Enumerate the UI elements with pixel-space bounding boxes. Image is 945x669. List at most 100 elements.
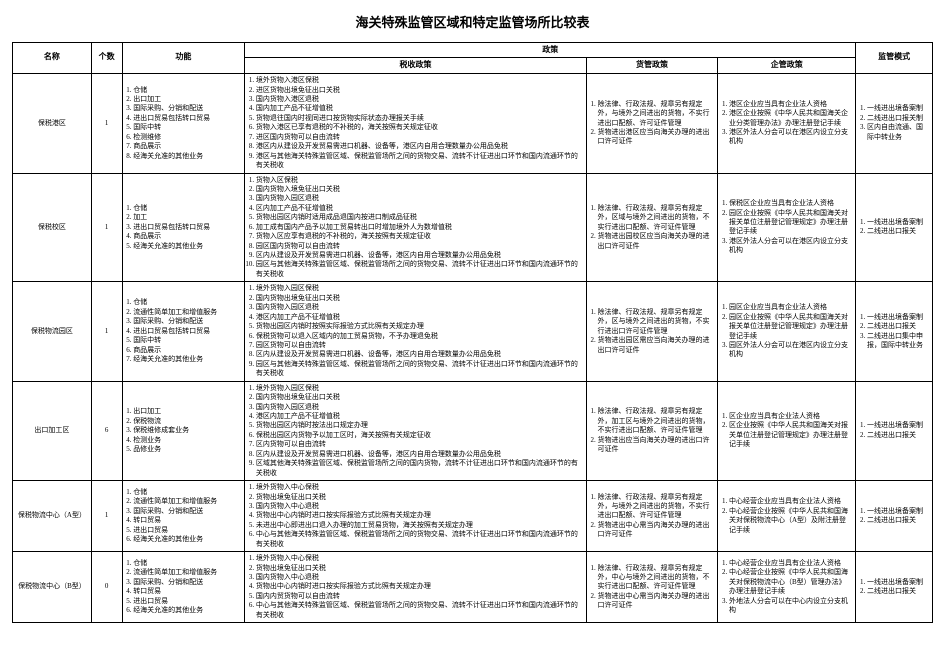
list-item: 港区内加工产品不征增值税 — [256, 313, 583, 322]
table-row: 保税物流中心（A型）1仓储流通性简单加工和增值服务国际采购、分销和配送转口贸易进… — [13, 481, 933, 552]
list-item: 进出口贸易包括转口贸易 — [133, 114, 241, 123]
list-item: 境外货物入港区保税 — [256, 76, 583, 85]
list-item: 港区企业按照《中华人民共和国海关企业分类管理办法》办理注册登记手续 — [729, 109, 852, 128]
list-item: 国内货物出境免征出口关税 — [256, 393, 583, 402]
table-cell: 保税物流园区 — [13, 282, 92, 381]
list-item: 仓储 — [133, 559, 241, 568]
cargo-list: 除法律、行政法规、规章另有规定外，与境外之间进出的货物，不实行进出口配额、许可证… — [590, 493, 714, 540]
list-item: 中心经营企业应当具有企业法人资格 — [729, 497, 852, 506]
list-item: 中心与其他海关特殊监管区域、保税监管场所之间的货物交易、流转不计征进出口环节和国… — [256, 601, 583, 620]
function-list: 仓储流通性简单加工和增值服务国际采购、分销和配送转口贸易进出口贸易经海关允准的其… — [126, 559, 242, 616]
list-item: 国内货物入园区退税 — [256, 194, 583, 203]
list-item: 经海关允准的其他业务 — [133, 152, 241, 161]
list-item: 货物出园区内销时适用成品退国内按进口制成品征税 — [256, 213, 583, 222]
table-cell: 仓储流通性简单加工和增值服务国际采购、分销和配送转口贸易进出口贸易经海关允准的其… — [122, 481, 245, 552]
list-item: 区内货物可以自由流转 — [256, 440, 583, 449]
list-item: 港区外法人分会可以在港区内设立分支机构 — [729, 237, 852, 256]
function-list: 仓储出口加工国际采购、分销和配送进出口贸易包括转口贸易国际中转检测维修商品展示经… — [126, 86, 242, 162]
list-item: 区内从建设及开发贸易需进口机器、设备等，港区内自用合理数量办公用品免税 — [256, 350, 583, 359]
tax-list: 境外货物入园区保税国内货物出境免征出口关税国内货物入园区退税港区内加工产品不征增… — [248, 284, 583, 378]
table-cell: 仓储流通性简单加工和增值服务国际采购、分销和配送进出口贸易包括转口贸易国际中转商… — [122, 282, 245, 381]
list-item: 一线进出境备案制 — [867, 421, 929, 430]
list-item: 货物出境免征出口关税 — [256, 564, 583, 573]
list-item: 加工成有国内产品予以加工贸易转出口时增加境外人为数增值税 — [256, 223, 583, 232]
list-item: 国内内贸货物可以自由流转 — [256, 592, 583, 601]
table-cell: 除法律、行政法规、规章另有规定外，与境外之间进出的货物，不实行进出口配额、许可证… — [586, 481, 717, 552]
list-item: 出口加工 — [133, 407, 241, 416]
list-item: 外地法人分会可以在中心内设立分支机构 — [729, 597, 852, 616]
list-item: 保税区企业应当具有企业法人资格 — [729, 199, 852, 208]
list-item: 国内货物入中心退税 — [256, 502, 583, 511]
table-cell: 境外货物入园区保税国内货物出境免征出口关税国内货物入园区退税港区内加工产品不征增… — [245, 282, 587, 381]
th-mode: 监管模式 — [856, 42, 933, 74]
list-item: 国际采购、分销和配送 — [133, 578, 241, 587]
table-cell: 港区企业应当具有企业法人资格港区企业按照《中华人民共和国海关企业分类管理办法》办… — [718, 74, 856, 173]
table-cell: 保税物流中心（A型） — [13, 481, 92, 552]
table-row: 保税物流园区1仓储流通性简单加工和增值服务国际采购、分销和配送进出口贸易包括转口… — [13, 282, 933, 381]
table-cell: 保税物流中心（B型） — [13, 552, 92, 623]
list-item: 境外货物入中心保税 — [256, 554, 583, 563]
list-item: 保税维修成套业务 — [133, 426, 241, 435]
list-item: 品修业务 — [133, 445, 241, 454]
table-cell: 货物入区保税国内货物入境免征出口关税国内货物入园区退税区内加工产品不征增值税货物… — [245, 173, 587, 282]
table-row: 保税物流中心（B型）0仓储流通性简单加工和增值服务国际采购、分销和配送转口贸易进… — [13, 552, 933, 623]
comparison-table: 名称 个数 功能 政策 监管模式 税收政策 货管政策 企管政策 保税港区1仓储出… — [12, 42, 933, 624]
list-item: 一线进出境备案制 — [867, 507, 929, 516]
list-item: 货物入区保税 — [256, 176, 583, 185]
list-item: 二线进出口报关制 — [867, 114, 929, 123]
tax-list: 境外货物入中心保税货物出境免征出口关税国内货物入中心退税货物出中心内销时进口按实… — [248, 483, 583, 549]
list-item: 进区货物出境免征出口关税 — [256, 86, 583, 95]
list-item: 商品展示 — [133, 232, 241, 241]
table-cell: 中心经营企业应当具有企业法人资格中心经营企业按照《中华人民共和国海关对保税物流中… — [718, 552, 856, 623]
list-item: 境外货物入中心保税 — [256, 483, 583, 492]
list-item: 货物进出中心需当内海关办理的进出口许可证件 — [598, 521, 715, 540]
list-item: 国际采购、分销和配送 — [133, 507, 241, 516]
table-cell: 1 — [91, 282, 122, 381]
table-cell: 一线进出境备案制二线进出口报关 — [856, 381, 933, 480]
function-list: 仓储流通性简单加工和增值服务国际采购、分销和配送进出口贸易包括转口贸易国际中转商… — [126, 298, 242, 364]
list-item: 区内自由流通、国际中转业务 — [867, 123, 929, 142]
list-item: 园区国内货物可以自由流转 — [256, 242, 583, 251]
list-item: 国内货物入园区退税 — [256, 303, 583, 312]
list-item: 境外货物入园区保税 — [256, 384, 583, 393]
list-item: 除法律、行政法规、规章另有规定外，加工区与境外之间进出的货物，不实行进出口配额、… — [598, 407, 715, 435]
tax-list: 境外货物入中心保税货物出境免征出口关税国内货物入中心退税货物出中心内销时进口按实… — [248, 554, 583, 620]
th-name: 名称 — [13, 42, 92, 74]
table-cell: 一线进出境备案制二线进出口报关制区内自由流通、国际中转业务 — [856, 74, 933, 173]
list-item: 国内加工产品不征增值税 — [256, 104, 583, 113]
list-item: 除法律、行政法规、规章另有规定外，与境外之间进出的货物，不实行进出口配额、许可证… — [598, 493, 715, 521]
list-item: 中心经营企业应当具有企业法人资格 — [729, 559, 852, 568]
list-item: 货物进出中心需当内海关办理的进出口许可证件 — [598, 592, 715, 611]
list-item: 进出口贸易 — [133, 597, 241, 606]
table-cell: 除法律、行政法规、规章另有规定外，中心与境外之间进出的货物，不实行进出口配额、许… — [586, 552, 717, 623]
list-item: 检测业务 — [133, 436, 241, 445]
list-item: 货物出中心内销时进口按实际报验方式比照有关规定办理 — [256, 582, 583, 591]
list-item: 仓储 — [133, 204, 241, 213]
list-item: 一线进出境备案制 — [867, 104, 929, 113]
tax-list: 货物入区保税国内货物入境免征出口关税国内货物入园区退税区内加工产品不征增值税货物… — [248, 176, 583, 280]
list-item: 货物进出应当向海关办理的进出口许可证件 — [598, 436, 715, 455]
list-item: 港区内从建设及开发贸易需进口机器、设备等，港区内自用合理数量办公用品免税 — [256, 142, 583, 151]
table-cell: 境外货物入中心保税货物出境免征出口关税国内货物入中心退税货物出中心内销时进口按实… — [245, 552, 587, 623]
mode-list: 一线进出境备案制二线进出口报关 — [859, 507, 929, 526]
corp-list: 保税区企业应当具有企业法人资格园区企业按照《中华人民共和国海关对报关单位注册登记… — [721, 199, 852, 256]
list-item: 货物出园区内销时按照实际报验方式比照有关规定办理 — [256, 322, 583, 331]
list-item: 境外货物入园区保税 — [256, 284, 583, 293]
th-tax: 税收政策 — [245, 58, 587, 74]
list-item: 保税物流 — [133, 417, 241, 426]
list-item: 园区与其他海关特殊监管区域、保税监管场所之间的货物交易、流转不计征进出口环节和国… — [256, 360, 583, 379]
corp-list: 区企业应当具有企业法人资格区企业按照《中华人民共和国海关对报关单位注册登记管理规… — [721, 412, 852, 450]
list-item: 流通性简单加工和增值服务 — [133, 568, 241, 577]
list-item: 国内货物入园区退税 — [256, 403, 583, 412]
list-item: 区企业按照《中华人民共和国海关对报关单位注册登记管理规定》办理注册登记手续 — [729, 421, 852, 449]
list-item: 流通性简单加工和增值服务 — [133, 308, 241, 317]
list-item: 除法律、行政法规、规章另有规定外，中心与境外之间进出的货物，不实行进出口配额、许… — [598, 564, 715, 592]
table-cell: 境外货物入园区保税国内货物出境免征出口关税国内货物入园区退税港区内加工产品不征增… — [245, 381, 587, 480]
list-item: 国内货物出境免征出口关税 — [256, 294, 583, 303]
list-item: 加工 — [133, 213, 241, 222]
list-item: 中心经营企业按照《中华人民共和国海关对保税物流中心（A型）及附注册登记手续 — [729, 507, 852, 535]
corp-list: 园区企业应当具有企业法人资格园区企业按照《中华人民共和国海关对报关单位注册登记管… — [721, 303, 852, 360]
list-item: 国际中转 — [133, 123, 241, 132]
tax-list: 境外货物入港区保税进区货物出境免征出口关税国内货物入港区退税国内加工产品不征增值… — [248, 76, 583, 170]
table-cell: 出口加工区 — [13, 381, 92, 480]
